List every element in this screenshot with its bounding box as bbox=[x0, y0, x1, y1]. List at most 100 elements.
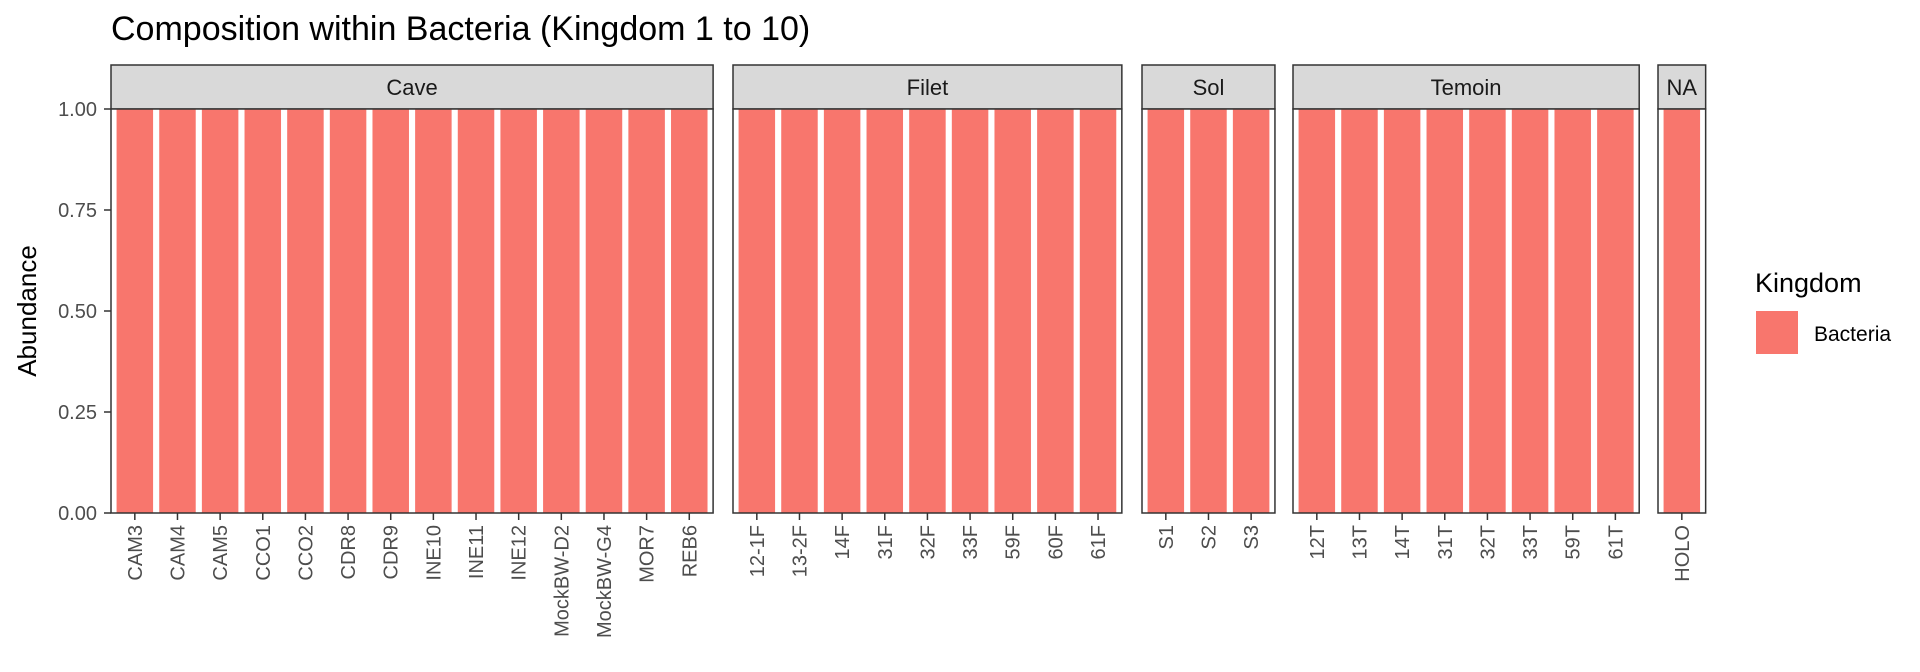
y-axis: 0.00 0.25 0.50 0.75 1.00 bbox=[58, 99, 111, 525]
bar bbox=[457, 109, 495, 513]
legend: Kingdom Bacteria bbox=[1755, 268, 1891, 354]
facet-strip bbox=[110, 64, 714, 110]
y-tick-label: 0.75 bbox=[58, 200, 97, 222]
facet-strip bbox=[1141, 64, 1276, 110]
facet-strip-label: Sol bbox=[1193, 75, 1225, 100]
panel-border bbox=[1657, 108, 1707, 514]
facet-strip-label: Temoin bbox=[1431, 75, 1502, 100]
facet-filet: Filet 12-1F 13-2F 14F 31F 32F 33F 59F 60F 61F bbox=[732, 64, 1123, 577]
bar bbox=[244, 109, 282, 513]
x-tick-label: INE12 bbox=[509, 525, 531, 581]
bar bbox=[287, 109, 324, 513]
bar bbox=[372, 109, 409, 513]
facet-strip bbox=[1292, 64, 1640, 110]
bar bbox=[1190, 109, 1227, 513]
bar bbox=[543, 109, 580, 513]
bar bbox=[1597, 109, 1634, 513]
bar bbox=[1511, 109, 1549, 513]
bar bbox=[628, 109, 665, 513]
facet-strip-label: NA bbox=[1667, 75, 1698, 100]
bar bbox=[909, 109, 946, 513]
bar bbox=[201, 109, 239, 513]
bar bbox=[823, 109, 861, 513]
x-tick-label: 59F bbox=[1003, 525, 1025, 559]
x-tick-label: 13-2F bbox=[789, 525, 811, 577]
bar bbox=[1341, 109, 1378, 513]
x-tick-label: S1 bbox=[1156, 525, 1178, 549]
panel-border bbox=[1292, 108, 1640, 514]
x-tick-label: MockBW-D2 bbox=[551, 525, 573, 637]
y-tick-label: 0.00 bbox=[58, 503, 97, 525]
x-tick-label: 33F bbox=[960, 525, 982, 559]
bar bbox=[671, 109, 708, 513]
x-tick-label: 33T bbox=[1520, 525, 1542, 559]
bar bbox=[116, 109, 154, 513]
x-tick-label: 14F bbox=[832, 525, 854, 559]
facet-panels: Cave CAM3 CAM4 CAM5 CCO1 CCO2 CDR8 CDR9 INE10 INE… bbox=[110, 64, 1707, 638]
panel-background bbox=[111, 109, 714, 513]
bar bbox=[415, 109, 452, 513]
x-tick-label: 32T bbox=[1477, 525, 1499, 559]
x-tick-label: REB6 bbox=[679, 525, 701, 577]
panel-border bbox=[1141, 108, 1276, 514]
y-tick-label: 1.00 bbox=[58, 99, 97, 121]
x-tick-label: 60F bbox=[1045, 525, 1067, 559]
x-tick-label: 31F bbox=[875, 525, 897, 559]
facet-na: NA HOLO bbox=[1657, 64, 1707, 582]
bar bbox=[1469, 109, 1506, 513]
x-tick-label: 14T bbox=[1392, 525, 1414, 559]
panel-border bbox=[732, 108, 1123, 514]
bar bbox=[951, 109, 989, 513]
x-tick-label: MockBW-G4 bbox=[594, 525, 616, 638]
chart-title: Composition within Bacteria (Kingdom 1 t… bbox=[111, 10, 810, 48]
bar bbox=[1147, 109, 1185, 513]
facet-cave: Cave CAM3 CAM4 CAM5 CCO1 CCO2 CDR8 CDR9 INE10 INE… bbox=[110, 64, 714, 638]
bar bbox=[781, 109, 818, 513]
x-tick-label: CDR9 bbox=[381, 525, 403, 579]
bar bbox=[1037, 109, 1074, 513]
facet-strip-label: Filet bbox=[907, 75, 949, 100]
bar bbox=[1298, 109, 1336, 513]
x-tick-label: 12T bbox=[1307, 525, 1329, 559]
bar bbox=[500, 109, 537, 513]
x-tick-label: CCO2 bbox=[295, 525, 317, 581]
bar bbox=[329, 109, 367, 513]
bar bbox=[1554, 109, 1591, 513]
y-tick-label: 0.50 bbox=[58, 301, 97, 323]
x-tick-label: HOLO bbox=[1672, 525, 1694, 582]
bar bbox=[1232, 109, 1270, 513]
x-tick-label: 61F bbox=[1088, 525, 1110, 559]
x-tick-label: INE10 bbox=[423, 525, 445, 581]
bar bbox=[1426, 109, 1464, 513]
bar bbox=[159, 109, 196, 513]
x-tick-label: CCO1 bbox=[253, 525, 275, 581]
x-tick-label: INE11 bbox=[466, 525, 488, 579]
y-tick-label: 0.25 bbox=[58, 402, 97, 424]
bar bbox=[1663, 109, 1701, 513]
x-tick-label: CAM3 bbox=[125, 525, 147, 581]
x-tick-label: 59T bbox=[1563, 525, 1585, 559]
bar bbox=[585, 109, 623, 513]
legend-label-bacteria: Bacteria bbox=[1814, 323, 1891, 346]
y-axis-title: Abundance bbox=[12, 245, 42, 377]
x-tick-label: CAM5 bbox=[210, 525, 232, 581]
facet-strip-label: Cave bbox=[386, 75, 437, 100]
x-tick-label: S2 bbox=[1198, 525, 1220, 549]
bar bbox=[866, 109, 904, 513]
bar bbox=[738, 109, 776, 513]
facet-temoin: Temoin 12T 13T 14T 31T 32T 33T 59T 61T bbox=[1292, 64, 1640, 559]
x-tick-label: CAM4 bbox=[167, 525, 189, 581]
facet-sol: Sol S1 S2 S3 bbox=[1141, 64, 1276, 549]
x-tick-label: 61T bbox=[1605, 525, 1627, 559]
x-tick-label: CDR8 bbox=[338, 525, 360, 579]
x-tick-label: 32F bbox=[917, 525, 939, 559]
x-tick-label: S3 bbox=[1241, 525, 1263, 549]
bar bbox=[1383, 109, 1421, 513]
legend-key-bacteria bbox=[1756, 311, 1798, 354]
facet-strip bbox=[1657, 64, 1707, 110]
x-tick-label: 31T bbox=[1435, 525, 1457, 559]
bar bbox=[994, 109, 1031, 513]
x-tick-label: MOR7 bbox=[637, 525, 659, 583]
x-tick-label: 13T bbox=[1349, 525, 1371, 559]
